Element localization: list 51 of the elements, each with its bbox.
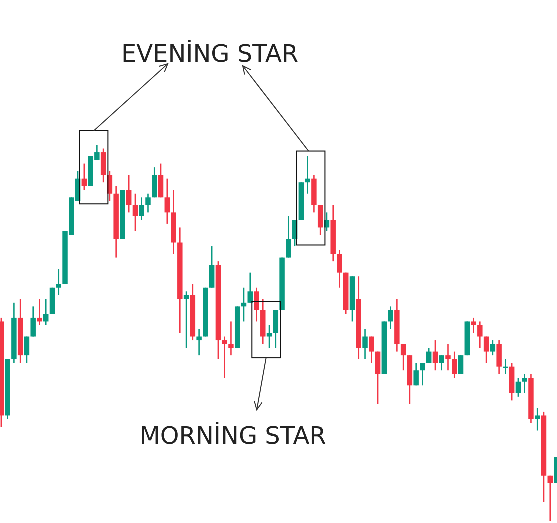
candlestick <box>286 216 292 258</box>
text: EVENİNG STAR <box>121 40 299 68</box>
candlestick <box>30 306 36 338</box>
candlestick <box>400 344 406 372</box>
candlestick <box>458 354 464 376</box>
candlestick <box>146 193 151 214</box>
candlestick <box>362 328 368 360</box>
candlestick <box>490 340 496 356</box>
candlestick <box>420 362 426 386</box>
candlestick <box>452 351 458 379</box>
candlestick <box>254 287 260 322</box>
candlestick <box>82 163 88 191</box>
candlestick <box>37 298 42 326</box>
candlestick <box>248 272 253 304</box>
candlestick <box>132 193 138 232</box>
candlestick <box>318 204 324 236</box>
candlestick <box>439 354 444 372</box>
candlestick <box>375 351 381 406</box>
candlestick <box>471 317 476 334</box>
candlestick <box>484 336 490 364</box>
candlestick <box>43 298 49 326</box>
candlestick <box>534 408 540 432</box>
candlestick <box>496 340 502 376</box>
candlestick <box>152 166 158 198</box>
candlestick <box>164 178 170 225</box>
candlestick <box>432 340 438 372</box>
annotation: MORNİNG STAR <box>140 422 326 450</box>
candlestick <box>388 306 394 330</box>
candlestick <box>222 336 228 379</box>
candlestick <box>478 321 483 349</box>
candlestick <box>266 324 272 349</box>
candlestick <box>414 362 419 386</box>
candlestick <box>337 250 342 289</box>
candlestick <box>100 148 106 184</box>
candlestick <box>503 358 508 376</box>
candlestick <box>548 475 553 522</box>
candlestick <box>228 321 234 356</box>
candlestick <box>196 328 202 356</box>
candlestick <box>158 163 164 198</box>
candlestick <box>209 246 215 289</box>
candlestick <box>369 336 374 364</box>
candlestick <box>446 344 451 372</box>
candlestick <box>56 268 62 296</box>
candlestick <box>24 336 30 364</box>
candlestick <box>139 196 144 221</box>
candlestick <box>516 377 522 398</box>
candlestick <box>305 156 310 195</box>
candlestick <box>426 347 432 364</box>
candlestick <box>273 310 279 349</box>
candlestick <box>126 174 132 214</box>
candlestick <box>522 374 528 394</box>
